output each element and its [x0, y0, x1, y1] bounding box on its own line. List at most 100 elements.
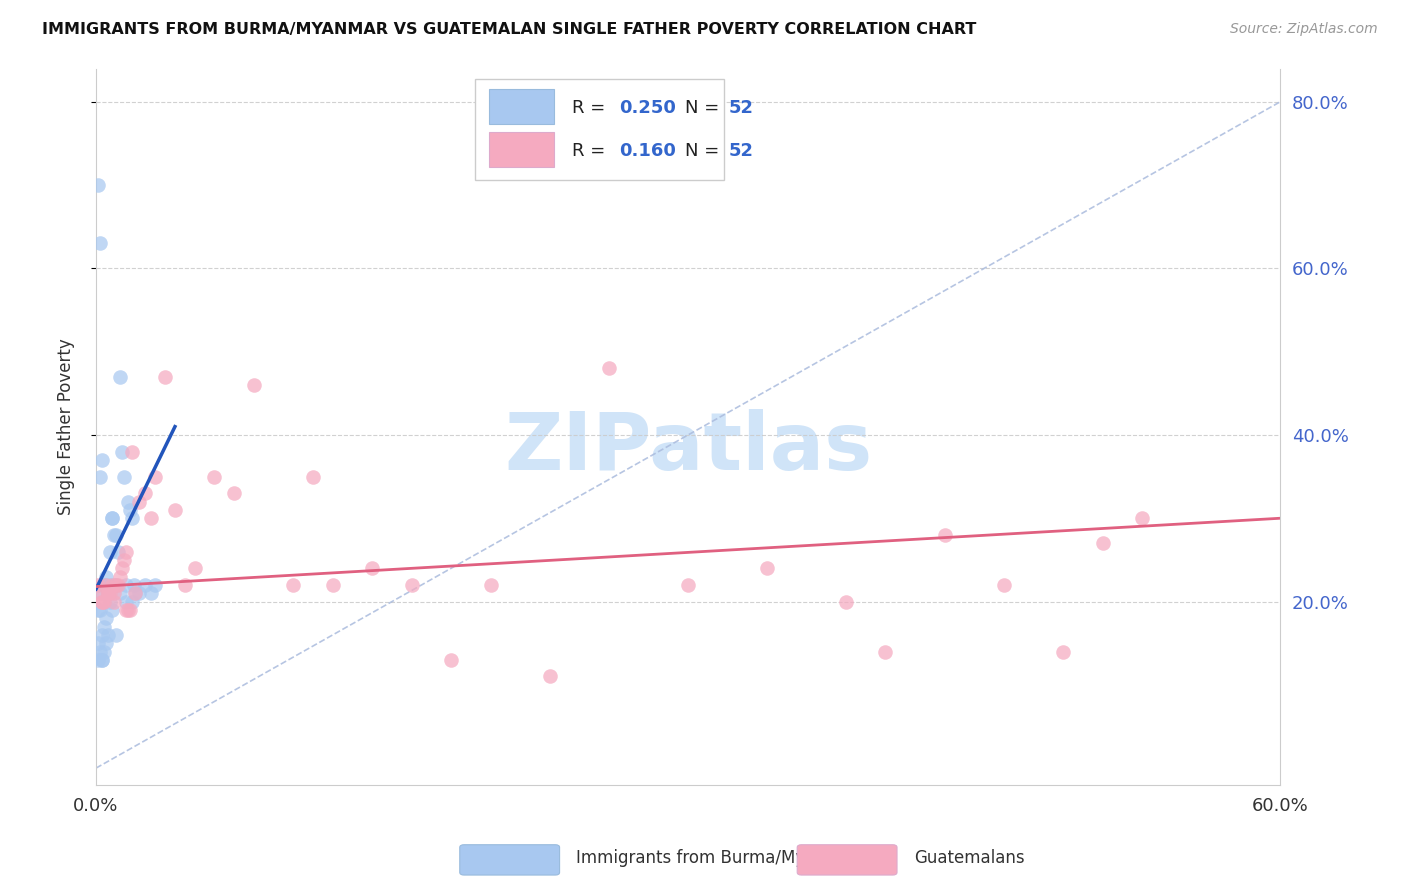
Point	[243, 378, 266, 392]
Point	[87, 603, 110, 617]
Point	[183, 561, 205, 575]
Point	[93, 594, 115, 608]
Point	[111, 444, 134, 458]
Point	[538, 669, 561, 683]
Point	[934, 528, 956, 542]
Text: Immigrants from Burma/Myanmar: Immigrants from Burma/Myanmar	[576, 849, 859, 867]
Text: IMMIGRANTS FROM BURMA/MYANMAR VS GUATEMALAN SINGLE FATHER POVERTY CORRELATION CH: IMMIGRANTS FROM BURMA/MYANMAR VS GUATEMA…	[42, 22, 977, 37]
Point	[90, 453, 112, 467]
Point	[94, 636, 117, 650]
Point	[107, 544, 129, 558]
Point	[141, 511, 163, 525]
Point	[117, 603, 139, 617]
Point	[101, 578, 124, 592]
Point	[128, 586, 150, 600]
Point	[97, 628, 120, 642]
Point	[94, 578, 117, 592]
Point	[89, 586, 111, 600]
Point	[1130, 511, 1153, 525]
Point	[101, 603, 124, 617]
Text: R =: R =	[572, 99, 612, 117]
Point	[361, 561, 384, 575]
Text: R =: R =	[572, 142, 612, 160]
Point	[122, 578, 145, 592]
Point	[101, 511, 124, 525]
Point	[89, 644, 111, 658]
Point	[114, 578, 136, 592]
Point	[598, 361, 620, 376]
Text: Source: ZipAtlas.com: Source: ZipAtlas.com	[1230, 22, 1378, 37]
Point	[90, 653, 112, 667]
Point	[114, 544, 136, 558]
Point	[98, 578, 121, 592]
Point	[97, 586, 120, 600]
Point	[90, 653, 112, 667]
Point	[121, 444, 143, 458]
Point	[97, 586, 120, 600]
Point	[87, 636, 110, 650]
Point	[108, 369, 131, 384]
Point	[163, 503, 186, 517]
Point	[875, 644, 897, 658]
Point	[401, 578, 423, 592]
Point	[108, 569, 131, 583]
Point	[1091, 536, 1114, 550]
Point	[89, 603, 111, 617]
Point	[87, 578, 110, 592]
Point	[993, 578, 1015, 592]
Point	[97, 586, 120, 600]
Point	[117, 494, 139, 508]
Point	[93, 644, 115, 658]
Point	[93, 578, 115, 592]
Point	[103, 528, 125, 542]
Point	[112, 469, 135, 483]
Point	[121, 511, 143, 525]
FancyBboxPatch shape	[489, 89, 554, 124]
Point	[103, 586, 125, 600]
Point	[93, 578, 115, 592]
Point	[204, 469, 226, 483]
Point	[676, 578, 699, 592]
Point	[98, 586, 121, 600]
Point	[87, 178, 110, 193]
Point	[128, 494, 150, 508]
Point	[90, 586, 112, 600]
Point	[107, 578, 129, 592]
Text: 52: 52	[728, 99, 754, 117]
Point	[118, 603, 141, 617]
Point	[87, 653, 110, 667]
Point	[134, 486, 156, 500]
Point	[756, 561, 779, 575]
Point	[108, 586, 131, 600]
Point	[98, 544, 121, 558]
Point	[114, 594, 136, 608]
Point	[835, 594, 858, 608]
Y-axis label: Single Father Poverty: Single Father Poverty	[58, 338, 75, 515]
Point	[153, 369, 176, 384]
Point	[101, 511, 124, 525]
Point	[479, 578, 502, 592]
Point	[134, 578, 156, 592]
Point	[302, 469, 325, 483]
Point	[224, 486, 246, 500]
Point	[98, 594, 121, 608]
Point	[141, 586, 163, 600]
Text: 52: 52	[728, 142, 754, 160]
Point	[118, 503, 141, 517]
Point	[97, 586, 120, 600]
Point	[94, 578, 117, 592]
Point	[111, 561, 134, 575]
Point	[1052, 644, 1074, 658]
Point	[173, 578, 195, 592]
Point	[104, 578, 127, 592]
Point	[104, 528, 127, 542]
Point	[143, 578, 166, 592]
Point	[103, 578, 125, 592]
Point	[94, 569, 117, 583]
Text: Guatemalans: Guatemalans	[914, 849, 1025, 867]
Point	[440, 653, 463, 667]
Point	[94, 611, 117, 625]
Point	[143, 469, 166, 483]
Point	[322, 578, 344, 592]
Point	[104, 628, 127, 642]
